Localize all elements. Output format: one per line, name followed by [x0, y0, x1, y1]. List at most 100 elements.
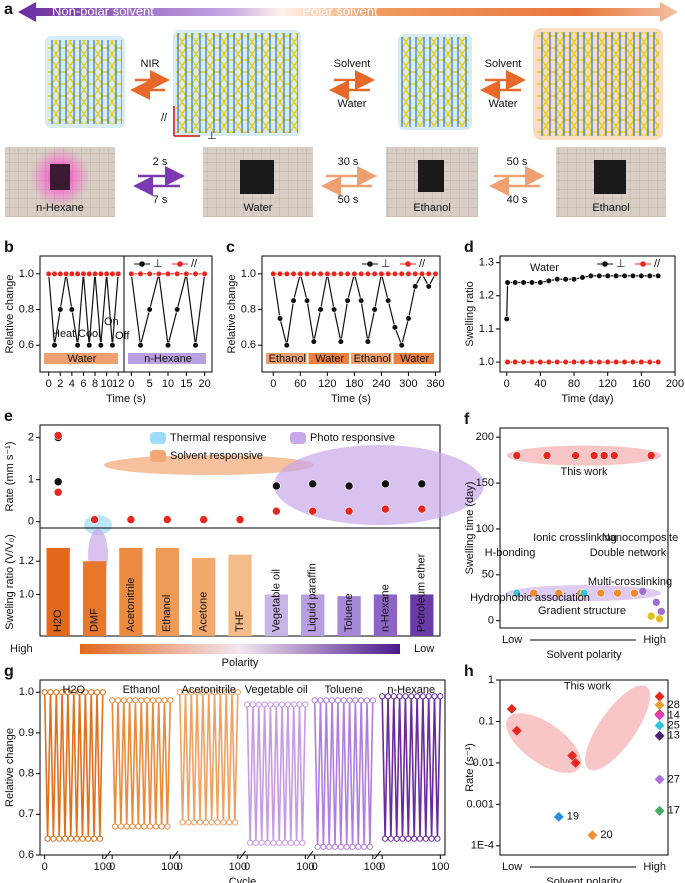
- category-label: n-Hexane: [379, 584, 391, 632]
- category-label: Petroleum ether: [416, 553, 428, 632]
- annotation: Hydrophobic association: [470, 592, 590, 604]
- legend-swatch: [150, 450, 166, 462]
- data-point: [290, 701, 297, 708]
- series-label: 27: [668, 773, 680, 785]
- y-tick-label: 150: [476, 477, 494, 489]
- data-point: [554, 358, 561, 366]
- panel-label: h: [464, 663, 474, 680]
- y-axis-title: Relative change: [4, 275, 16, 354]
- x-tick-label: 0: [177, 861, 183, 873]
- bar: [337, 596, 361, 636]
- legend-marker: [405, 261, 411, 267]
- data-point: [393, 835, 400, 842]
- data-point: [545, 277, 552, 284]
- transition-label: Water: [338, 98, 367, 110]
- data-point: [384, 693, 392, 700]
- panel-label: f: [464, 411, 470, 428]
- data-point: [226, 819, 233, 826]
- x-tick-label: 100: [431, 861, 449, 873]
- category-label: THF: [234, 610, 246, 632]
- x-axis-title: Solvent polarity: [546, 649, 622, 661]
- data-point: [390, 693, 397, 700]
- x-tick-label: 2: [57, 378, 63, 390]
- data-point: [381, 479, 390, 489]
- data-point: [79, 835, 86, 842]
- data-point: [405, 270, 412, 277]
- data-point: [85, 835, 92, 842]
- data-point: [252, 839, 259, 846]
- x-tick-label: 10: [100, 378, 112, 390]
- legend-marker: [139, 261, 145, 267]
- y-tick-label: 1.2: [479, 290, 494, 302]
- data-point: [310, 338, 317, 345]
- bar: [373, 594, 398, 636]
- data-point: [96, 835, 104, 842]
- data-point: [57, 270, 64, 277]
- legend-swatch: [150, 432, 166, 444]
- series-label: 19: [567, 811, 579, 823]
- category-label: DMF: [88, 608, 100, 632]
- data-point: [358, 697, 365, 704]
- data-point: [520, 358, 527, 366]
- data-point: [655, 358, 662, 366]
- data-point: [244, 701, 251, 708]
- y-tick-label: 0.6: [19, 339, 34, 351]
- data-point: [152, 823, 159, 830]
- data-point: [402, 693, 409, 700]
- data-point: [220, 819, 227, 826]
- data-point: [109, 270, 116, 277]
- data-point: [638, 358, 645, 366]
- data-point: [270, 839, 277, 846]
- data-point: [249, 701, 257, 708]
- y-tick-label: 0.9: [19, 727, 34, 739]
- group-ellipse: [274, 445, 484, 525]
- data-point: [579, 358, 586, 366]
- data-point: [114, 697, 122, 704]
- data-point: [331, 843, 339, 850]
- annotation: Heat: [52, 328, 75, 340]
- y-tick-label: 1.1: [479, 323, 494, 335]
- data-point: [68, 306, 75, 313]
- x-tick-label: 0: [504, 378, 510, 390]
- y-tick-label: 1E-4: [471, 840, 494, 852]
- data-point: [183, 270, 190, 277]
- data-point: [182, 689, 189, 696]
- data-point: [273, 701, 280, 708]
- polarity-banner: [18, 2, 678, 22]
- transition-label: Solvent: [485, 58, 522, 70]
- transition-label: Water: [489, 98, 518, 110]
- sample: [240, 160, 274, 194]
- data-point: [638, 272, 645, 279]
- data-point: [53, 477, 63, 487]
- y-tick-label: 0: [28, 516, 34, 528]
- series-label: This work: [564, 680, 612, 692]
- data-point: [103, 270, 110, 277]
- data-point: [329, 697, 336, 704]
- data-point: [344, 297, 351, 304]
- group-ellipse: [506, 445, 662, 466]
- data-point: [425, 283, 432, 290]
- data-point: [317, 306, 324, 313]
- data-point: [164, 342, 172, 349]
- segment-band: [351, 353, 392, 364]
- y-tick-label: 0.7: [19, 808, 34, 820]
- data-point: [246, 839, 254, 846]
- x-tick-label: 180: [345, 378, 363, 390]
- data-point: [520, 279, 527, 286]
- data-point: [115, 270, 122, 277]
- data-point: [132, 697, 139, 704]
- data-point: [654, 691, 665, 702]
- x-tick-label: 300: [399, 378, 417, 390]
- data-point: [418, 270, 426, 277]
- data-point: [284, 701, 291, 708]
- data-point: [64, 689, 72, 696]
- y-tick-label: 0.01: [473, 757, 494, 769]
- segment-label: n-Hexane: [144, 353, 192, 365]
- data-point: [303, 270, 311, 277]
- sample: [418, 160, 444, 192]
- y-tick-label: 0.6: [241, 339, 256, 351]
- data-point: [235, 515, 245, 524]
- y-tick-label: 1.2: [19, 555, 34, 567]
- data-point: [579, 274, 586, 281]
- bar: [264, 594, 288, 636]
